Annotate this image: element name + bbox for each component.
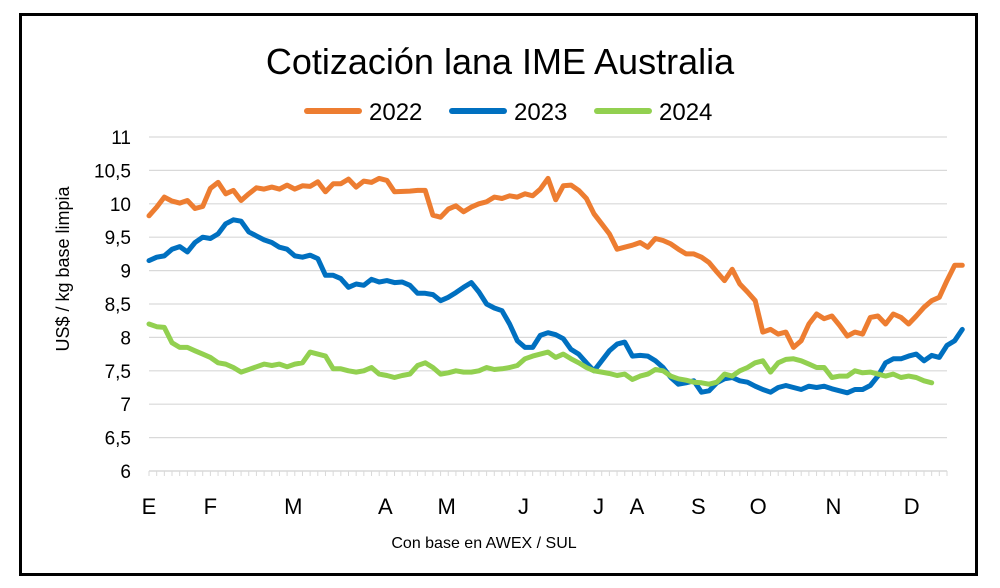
legend-label-2022: 2022 xyxy=(369,99,422,126)
y-axis-label: US$ / kg base limpia xyxy=(53,185,73,351)
x-axis-label: Con base en AWEX / SUL xyxy=(391,535,576,552)
x-tick-label: M xyxy=(284,494,302,519)
grid-lines xyxy=(149,136,947,439)
x-tick-label: A xyxy=(378,494,393,519)
y-tick-label: 7 xyxy=(120,395,131,416)
y-tick-label: 10 xyxy=(110,195,131,216)
x-tick-label: O xyxy=(750,494,767,519)
x-tick-label: J xyxy=(593,494,604,519)
y-tick-label: 9,5 xyxy=(105,228,131,249)
line-chart: Cotización lana IME Australia 2022 2023 20… xyxy=(53,41,965,552)
y-tick-label: 6 xyxy=(120,462,131,483)
x-tick-label: F xyxy=(204,494,217,519)
series-line-2024 xyxy=(146,321,935,387)
y-tick-label: 8,5 xyxy=(105,295,131,316)
y-tick-label: 10,5 xyxy=(94,161,131,182)
series-lines xyxy=(146,175,965,396)
chart-title: Cotización lana IME Australia xyxy=(266,41,735,82)
legend-label-2024: 2024 xyxy=(659,99,712,126)
y-tick-label: 8 xyxy=(120,328,131,349)
x-tick-label: J xyxy=(518,494,529,519)
x-tick-label: E xyxy=(142,494,157,519)
series-line-2022 xyxy=(146,175,965,350)
series-line-2023 xyxy=(146,217,965,396)
x-tick-label: S xyxy=(691,494,706,519)
y-axis-ticks: 6 6,5 7 7,5 8 8,5 9 9,5 10 10,5 11 xyxy=(94,128,131,483)
y-tick-label: 7,5 xyxy=(105,362,131,383)
chart-frame: Cotización lana IME Australia 2022 2023 20… xyxy=(19,13,978,576)
y-tick-label: 9 xyxy=(120,262,131,283)
x-tick-label: M xyxy=(438,494,456,519)
legend: 2022 2023 2024 xyxy=(304,99,712,126)
x-tick-label: A xyxy=(630,494,645,519)
y-tick-label: 6,5 xyxy=(105,429,131,450)
legend-label-2023: 2023 xyxy=(514,99,567,126)
x-tick-label: D xyxy=(904,494,920,519)
y-tick-label: 11 xyxy=(111,128,131,149)
x-tick-label: N xyxy=(825,494,841,519)
